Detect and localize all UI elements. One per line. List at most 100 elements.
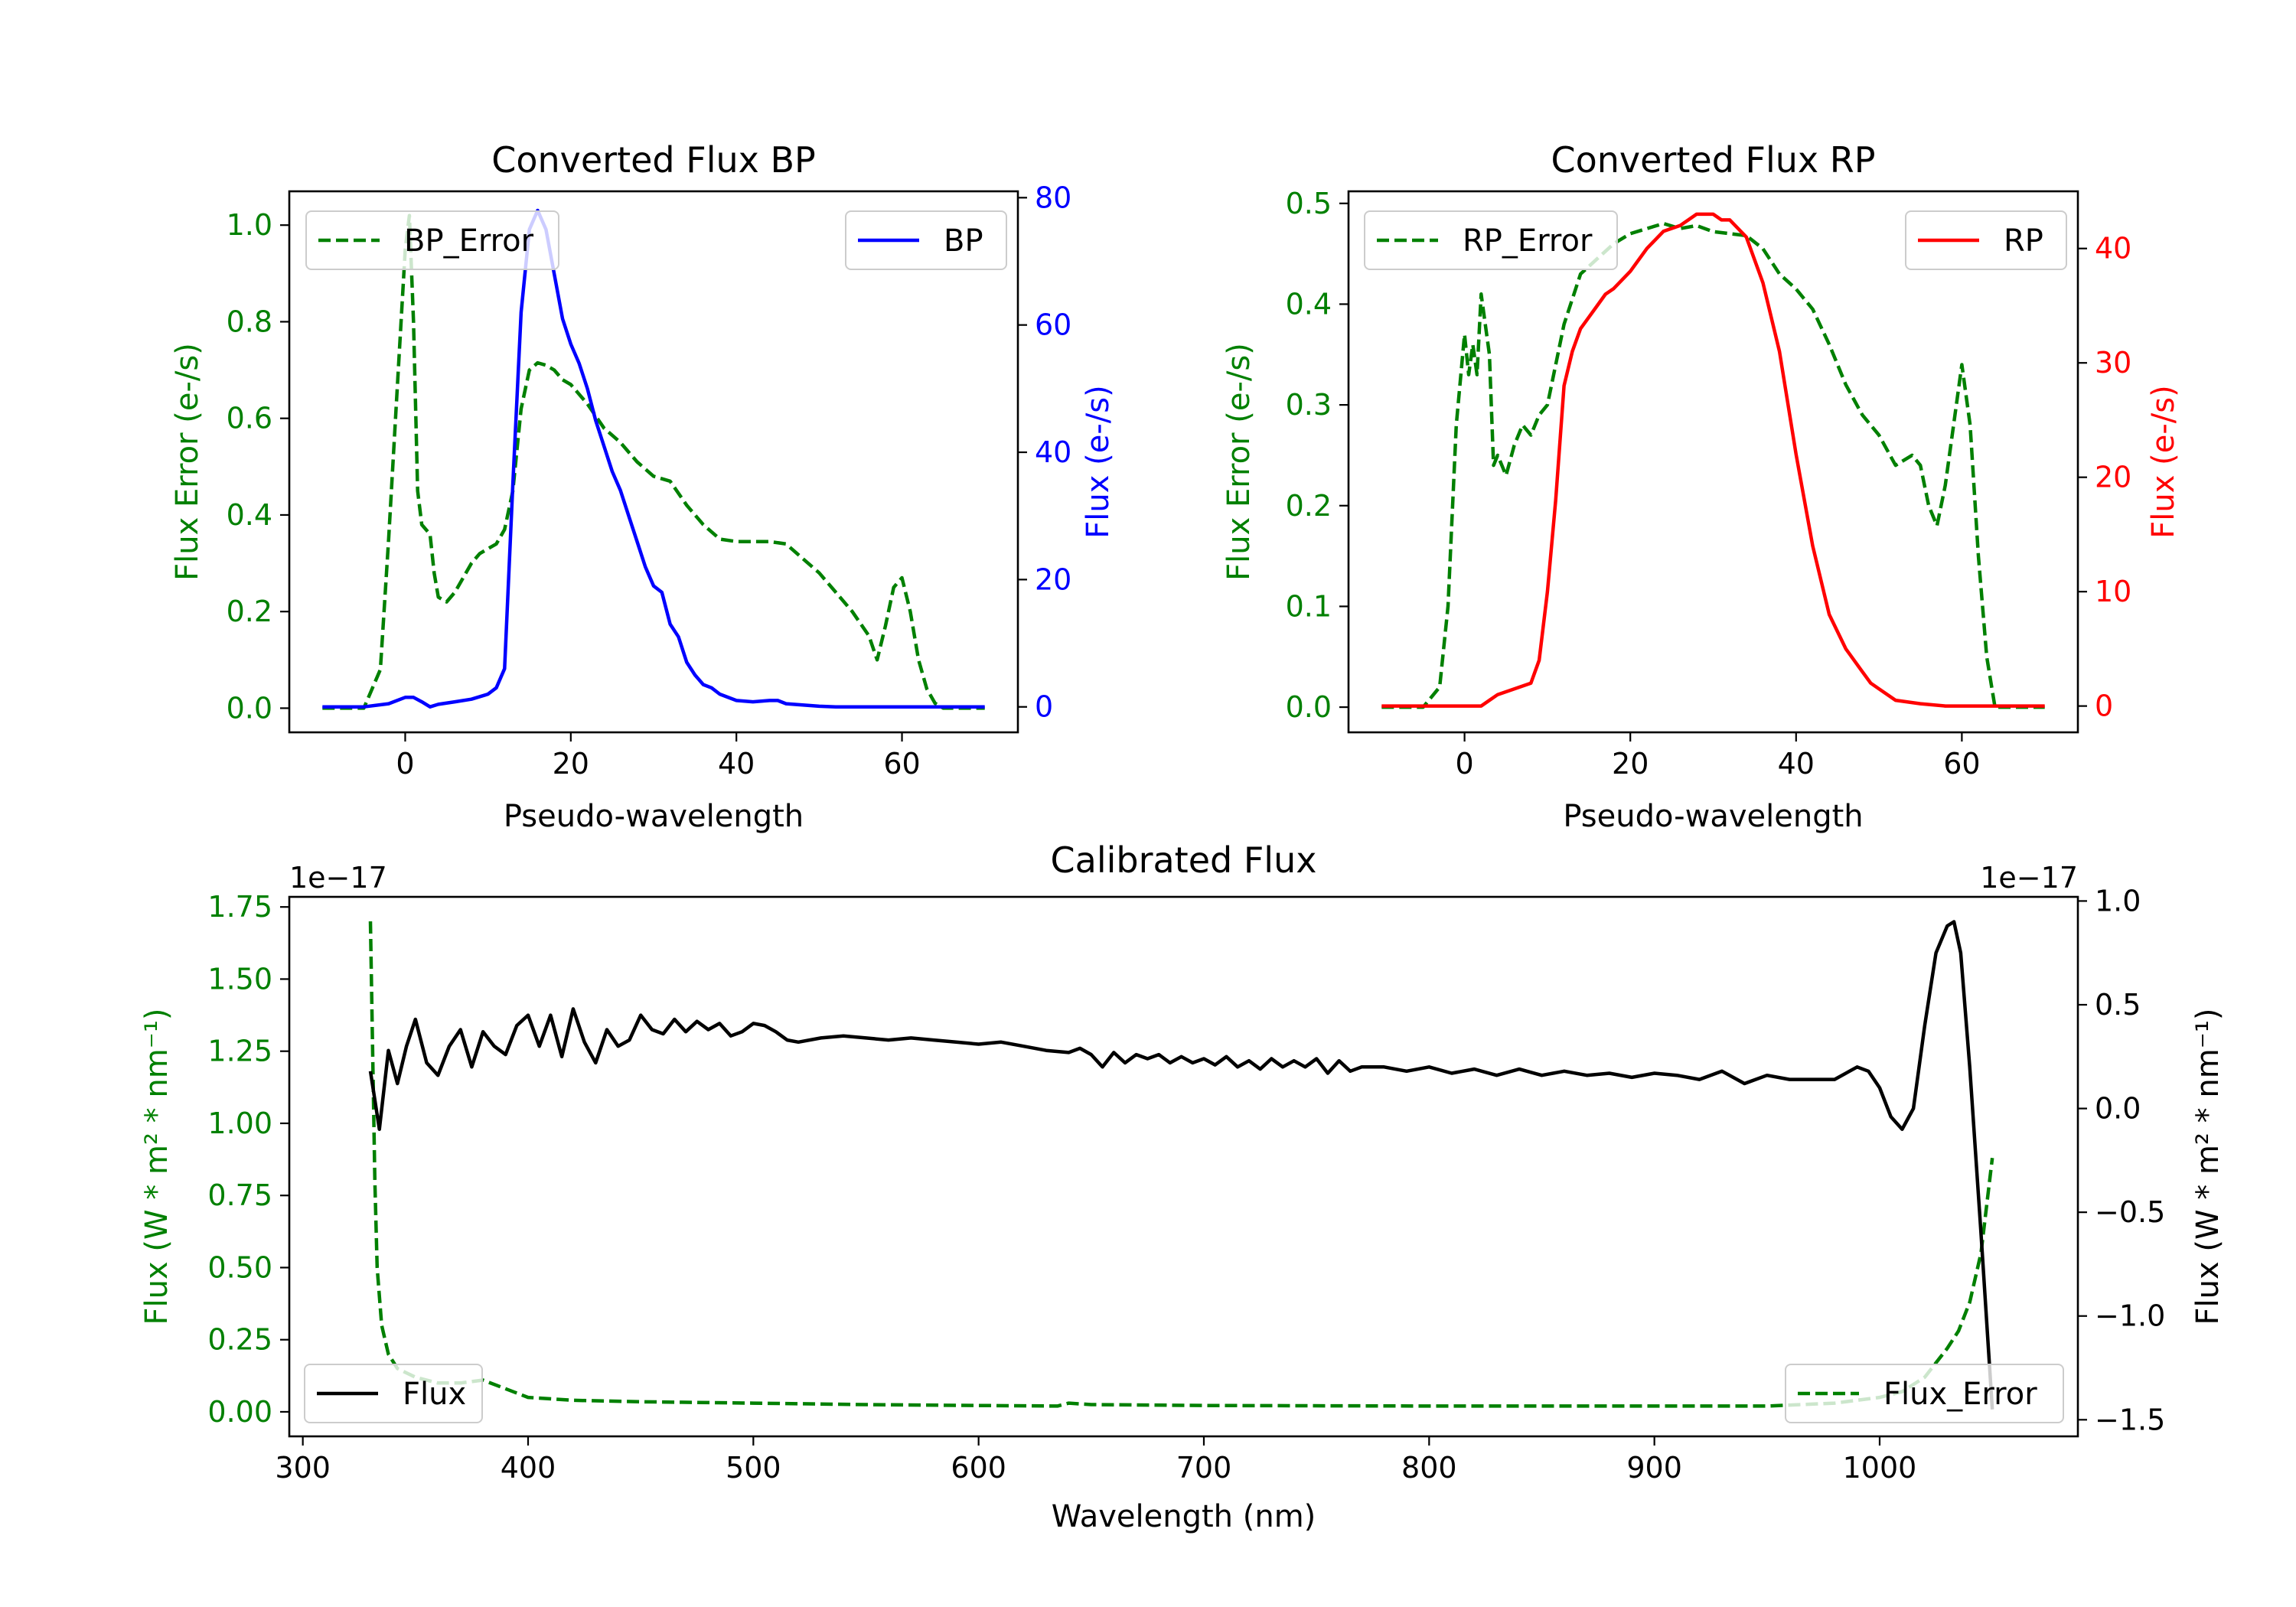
series-line-rp [1381,212,2045,708]
x-tick-label: 600 [951,1451,1006,1485]
legend-label: RP [2004,223,2043,259]
y-left-tick-label: 0.50 [207,1250,272,1284]
legend-frame [1905,210,2067,270]
y-left-tick-label: 0.0 [227,691,272,725]
legend-bp: BP [845,210,1007,270]
plot-area-frame [1347,190,2079,734]
x-tick-label: 500 [726,1451,781,1485]
y-right-tick-label: 20 [2095,461,2131,494]
y-right-tick-label: 0.5 [2095,988,2141,1022]
x-tick-label: 0 [396,747,414,781]
y-right-tick-label: 60 [1035,308,1071,342]
y-right-tick-label: −1.0 [2095,1299,2165,1333]
x-tick-label: 900 [1626,1451,1682,1485]
legend-frame [305,210,559,270]
series-line-flux-error [368,921,1994,1408]
y-left-tick-label: 0.4 [227,498,272,532]
y-right-tick-label: 0.0 [2095,1092,2141,1126]
y-right-tick-label: 10 [2095,575,2131,608]
plot-area-frame [288,190,1019,734]
y-left-tick-label: 0.75 [207,1178,272,1212]
series-group [368,920,1994,1410]
x-tick-label: 20 [553,747,589,781]
x-tick-label: 300 [275,1451,331,1485]
x-tick-label: 0 [1456,747,1474,781]
y-left-axis-label: Flux Error (e-/s) [1221,343,1257,581]
y-left-tick-label: 0.25 [207,1323,272,1357]
y-right-tick-label: −1.5 [2095,1403,2165,1436]
y-right-tick-label: 20 [1035,562,1071,596]
y-left-tick-label: 0.4 [1286,287,1332,321]
y-right-axis-label: Flux (W * m² * nm⁻¹) [2190,1009,2226,1325]
legend-frame [304,1364,483,1423]
legend-bp-error: BP_Error [305,210,559,270]
y-left-tick-label: 1.00 [207,1107,272,1140]
plot-area-frame [288,895,2079,1438]
y-left-tick-label: 0.6 [227,402,272,435]
y-right-tick-label: 40 [2095,232,2131,266]
y-right-tick-label: 80 [1035,181,1071,214]
legend-frame [1364,210,1618,270]
y-right-axis-label: Flux (e-/s) [2146,385,2181,538]
x-tick-label: 40 [1778,747,1815,781]
y-right-tick-label: 0 [2095,689,2113,723]
x-tick-label: 40 [718,747,755,781]
legend-flux: Flux [304,1364,483,1423]
legend-flux-error: Flux_Error [1785,1364,2064,1423]
panel-bp: Converted Flux BP 0 20 40 60 0.0 0.2 0.4 0.6 0.8 1… [170,139,1116,834]
y-left-tick-label: 0.2 [1286,489,1332,523]
series-group [1381,212,2045,709]
series-line-rp-error [1381,221,2045,709]
x-tick-label: 60 [883,747,920,781]
y-left-tick-label: 0.0 [1286,690,1332,724]
series-line-bp [322,208,985,709]
y-left-tick-label: 0.3 [1286,388,1332,422]
y-right-axis-label: Flux (e-/s) [1081,385,1116,538]
y-left-tick-label: 0.5 [1286,187,1332,220]
legend-label: BP_Error [404,223,534,259]
y-left-tick-label: 0.2 [227,595,272,628]
x-tick-label: 400 [501,1451,556,1485]
legend-label: Flux_Error [1883,1377,2037,1412]
legend-label: BP [944,223,983,259]
y-left-tick-label: 0.1 [1286,589,1332,623]
x-tick-label: 800 [1401,1451,1457,1485]
x-tick-label: 700 [1176,1451,1232,1485]
x-axis-label: Pseudo-wavelength [1563,799,1863,834]
chart-title: Converted Flux BP [491,139,816,181]
y-left-axis-label: Flux Error (e-/s) [170,343,205,581]
series-line-flux [368,920,1994,1410]
x-tick-label: 1000 [1843,1451,1917,1485]
y-left-offset-label: 1e−17 [289,861,387,895]
y-right-tick-label: 30 [2095,346,2131,380]
y-left-tick-label: 1.50 [207,962,272,996]
y-right-tick-label: 40 [1035,435,1071,469]
y-left-tick-label: 1.0 [227,208,272,242]
y-left-tick-label: 0.00 [207,1395,272,1429]
legend-frame [845,210,1007,270]
y-right-tick-label: −0.5 [2095,1195,2165,1229]
x-tick-label: 60 [1943,747,1980,781]
chart-title: Calibrated Flux [1051,839,1317,881]
series-group [322,208,985,710]
series-line-bp-error [322,214,985,710]
y-left-axis-label: Flux (W * m² * nm⁻¹) [139,1009,174,1325]
y-right-tick-label: 1.0 [2095,884,2141,918]
legend-rp-error: RP_Error [1364,210,1618,270]
x-axis-label: Wavelength (nm) [1052,1499,1316,1534]
legend-label: Flux [403,1377,466,1412]
panel-calibrated: Calibrated Flux 300 400 500 600 700 800 900 1000… [139,839,2226,1534]
legend-rp: RP [1905,210,2067,270]
x-axis-label: Pseudo-wavelength [504,799,804,834]
y-right-offset-label: 1e−17 [1980,861,2078,895]
x-tick-label: 20 [1612,747,1649,781]
panel-rp: Converted Flux RP 0 20 40 60 0.0 0.1 0.2 0.3 0.4 0… [1221,139,2181,834]
chart-title: Converted Flux RP [1551,139,1876,181]
y-left-tick-label: 0.8 [227,305,272,338]
legend-frame [1785,1364,2064,1423]
y-right-tick-label: 0 [1035,690,1053,724]
y-left-tick-label: 1.25 [207,1035,272,1068]
y-left-tick-label: 1.75 [207,890,272,924]
legend-label: RP_Error [1463,223,1593,259]
